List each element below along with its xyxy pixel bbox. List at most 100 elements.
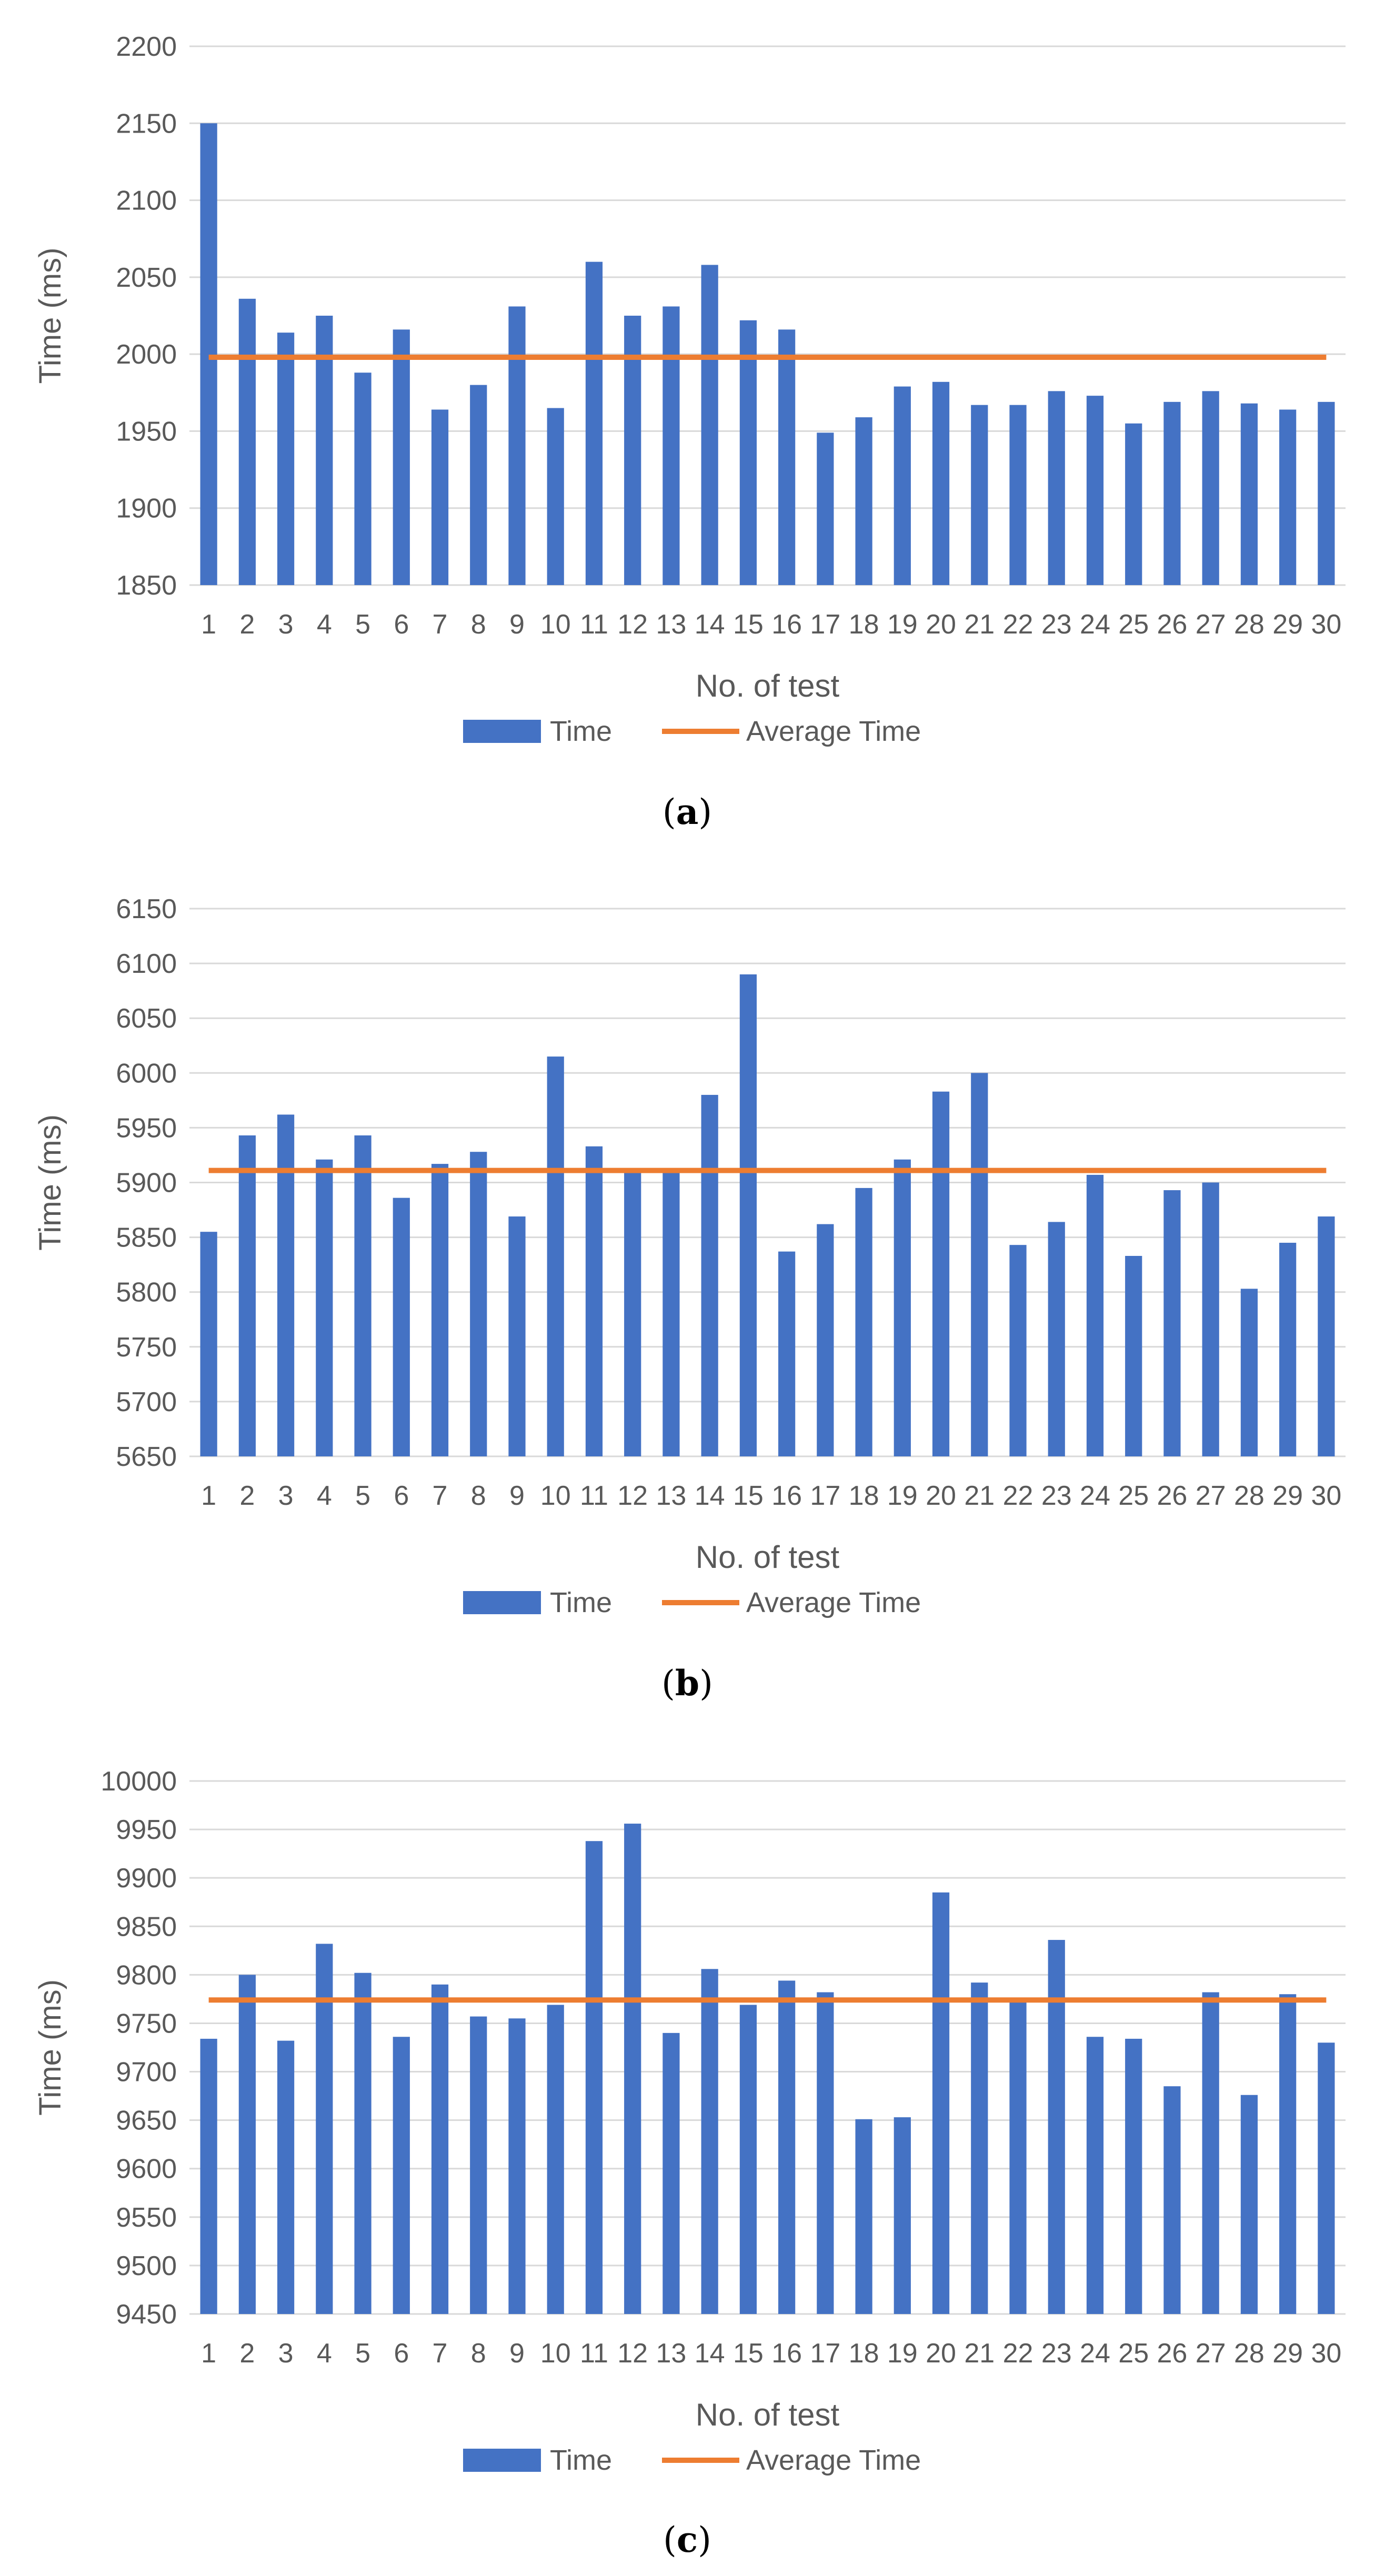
- bar: [855, 417, 872, 585]
- bar: [1125, 423, 1142, 585]
- x-tick-label: 30: [1311, 2338, 1341, 2369]
- bar: [277, 1114, 295, 1456]
- bar: [393, 329, 410, 585]
- x-tick-label: 8: [471, 609, 486, 640]
- bar: [1125, 2038, 1142, 2314]
- bar: [624, 316, 641, 585]
- x-tick-label: 7: [433, 1481, 448, 1511]
- bar: [855, 2119, 872, 2314]
- bar: [1086, 396, 1104, 585]
- bar: [1318, 401, 1335, 585]
- bar: [855, 1188, 872, 1456]
- x-tick-label: 25: [1118, 2338, 1149, 2369]
- x-tick-label: 13: [656, 1481, 686, 1511]
- y-tick-label: 2050: [116, 263, 177, 293]
- x-tick-label: 21: [964, 1481, 995, 1511]
- y-tick-label: 2200: [116, 32, 177, 62]
- bar: [1240, 403, 1258, 585]
- x-tick-label: 24: [1080, 609, 1110, 640]
- x-tick-label: 24: [1080, 2338, 1110, 2369]
- bar: [470, 2016, 487, 2314]
- bar: [431, 1984, 449, 2314]
- y-tick-label: 5700: [116, 1387, 177, 1417]
- bar: [1086, 1174, 1104, 1456]
- x-tick-label: 18: [849, 2338, 879, 2369]
- caption-letter: c: [677, 2519, 698, 2560]
- x-tick-label: 2: [239, 609, 255, 640]
- x-tick-label: 22: [1003, 1481, 1033, 1511]
- figure-caption: (a): [663, 791, 712, 832]
- x-tick-label: 17: [810, 2338, 840, 2369]
- chart-b: 5650 5700 5750 5800 5850 5900 5950 6000 6050 6100…: [33, 894, 1346, 1704]
- x-tick-label: 23: [1041, 609, 1072, 640]
- y-tick-label: 2100: [116, 186, 177, 216]
- x-tick-label: 11: [580, 1481, 608, 1511]
- figure-caption: (c): [663, 2519, 711, 2560]
- x-tick-label: 27: [1196, 2338, 1226, 2369]
- bar: [817, 1992, 834, 2314]
- legend-label-average: Average Time: [746, 2444, 921, 2476]
- bar: [1240, 1289, 1258, 1456]
- bar: [971, 1073, 988, 1456]
- legend-label-time: Time: [550, 1587, 612, 1618]
- bar: [894, 2117, 911, 2314]
- x-tick-label: 5: [355, 1481, 370, 1511]
- bar: [1279, 1243, 1297, 1456]
- x-tick-label: 22: [1003, 609, 1033, 640]
- y-tick-label: 1950: [116, 416, 177, 447]
- legend-label-time: Time: [550, 2444, 612, 2476]
- x-tick-label: 30: [1311, 609, 1341, 640]
- x-tick-label: 29: [1272, 1481, 1303, 1511]
- x-tick-label: 1: [201, 1481, 216, 1511]
- bar: [1163, 401, 1181, 585]
- x-tick-label: 28: [1234, 1481, 1264, 1511]
- bar: [316, 1944, 333, 2314]
- caption-open: (: [661, 1663, 675, 1704]
- legend-swatch-time: [463, 720, 541, 743]
- bar: [1163, 1190, 1181, 1456]
- caption-close: ): [698, 792, 712, 832]
- bar: [663, 2032, 680, 2314]
- x-tick-label: 4: [317, 1481, 332, 1511]
- bar: [932, 1892, 950, 2314]
- x-tick-label: 9: [509, 2338, 525, 2369]
- y-tick-label: 9450: [116, 2299, 177, 2330]
- x-tick-label: 8: [471, 2338, 486, 2369]
- x-tick-label: 22: [1003, 2338, 1033, 2369]
- x-tick-label: 5: [355, 2338, 370, 2369]
- x-tick-label: 29: [1272, 2338, 1303, 2369]
- bar: [971, 405, 988, 585]
- x-tick-label: 3: [278, 1481, 294, 1511]
- bar: [393, 1198, 410, 1456]
- x-tick-label: 30: [1311, 1481, 1341, 1511]
- bar: [470, 1152, 487, 1456]
- x-tick-label: 7: [433, 609, 448, 640]
- bar: [1318, 1216, 1335, 1456]
- bar: [585, 1146, 603, 1456]
- y-tick-label: 10000: [101, 1766, 177, 1797]
- bar: [701, 1094, 718, 1456]
- x-tick-label: 3: [278, 609, 294, 640]
- x-tick-label: 17: [810, 1481, 840, 1511]
- x-tick-label: 15: [733, 2338, 764, 2369]
- y-tick-label: 9650: [116, 2106, 177, 2136]
- x-axis-title: No. of test: [696, 2397, 840, 2432]
- legend-label-time: Time: [550, 716, 612, 747]
- bar: [701, 1969, 718, 2314]
- bar: [277, 333, 295, 585]
- y-tick-label: 5850: [116, 1223, 177, 1253]
- bar: [1048, 1940, 1065, 2314]
- y-axis-title: Time (ms): [33, 248, 67, 384]
- bar: [663, 1171, 680, 1456]
- bar: [1009, 1245, 1027, 1456]
- bar: [778, 1251, 796, 1456]
- x-tick-label: 1: [201, 609, 216, 640]
- y-tick-label: 1850: [116, 570, 177, 601]
- x-tick-label: 19: [887, 2338, 918, 2369]
- bar: [739, 2005, 757, 2314]
- bar: [238, 298, 256, 585]
- x-tick-label: 10: [540, 609, 571, 640]
- bar: [585, 261, 603, 586]
- bar: [1048, 391, 1065, 585]
- x-tick-label: 6: [394, 1481, 409, 1511]
